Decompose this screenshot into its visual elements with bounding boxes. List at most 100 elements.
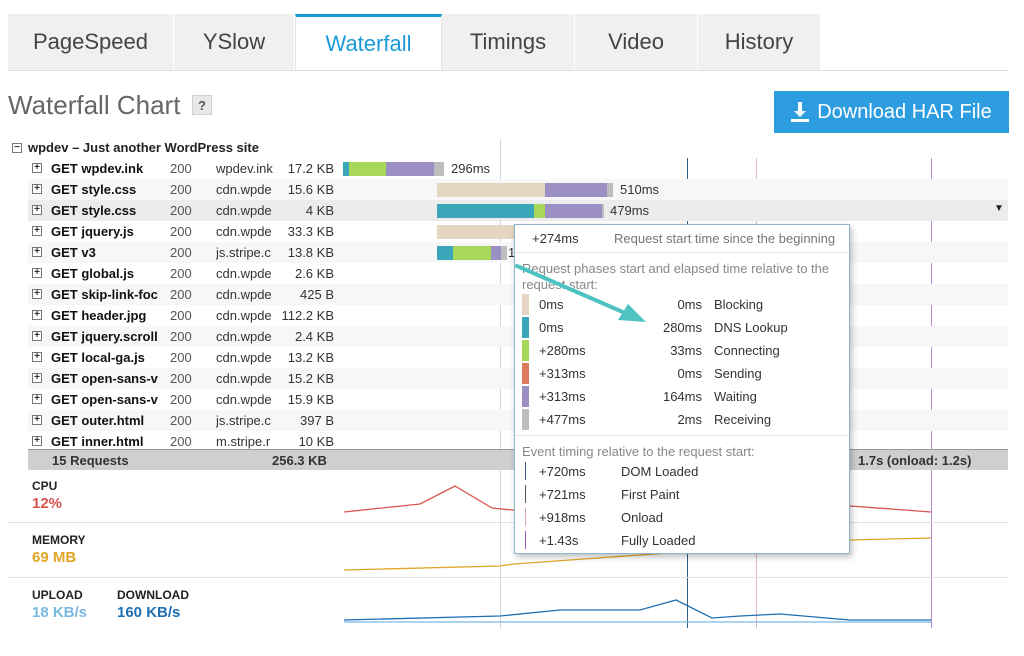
timing-bar[interactable] xyxy=(437,246,507,260)
upload-value: 18 KB/s xyxy=(32,604,88,621)
upload-label: UPLOAD xyxy=(32,588,83,602)
download-label: DOWNLOAD xyxy=(117,588,189,602)
request-domain: cdn.wpde xyxy=(216,266,272,281)
fully-loaded-marker xyxy=(931,158,932,628)
download-har-button[interactable]: Download HAR File xyxy=(774,91,1009,133)
request-domain: js.stripe.c xyxy=(216,413,271,428)
request-status: 200 xyxy=(170,224,192,239)
help-button[interactable]: ? xyxy=(192,95,212,115)
expand-icon[interactable]: + xyxy=(32,415,42,425)
request-size: 33.3 KB xyxy=(287,224,334,239)
phase-start: +477ms xyxy=(539,412,586,427)
download-value: 160 KB/s xyxy=(117,604,181,621)
expand-icon[interactable]: + xyxy=(32,352,42,362)
request-size: 2.4 KB xyxy=(294,329,334,344)
tab-timings[interactable]: Timings xyxy=(442,14,575,70)
table-row[interactable]: + GET header.jpg 200 cdn.wpde 112.2 KB xyxy=(28,305,1008,326)
request-duration: 296ms xyxy=(451,161,491,176)
phase-name: Connecting xyxy=(714,343,780,358)
event-row-first-paint: +721ms First Paint xyxy=(522,483,842,505)
expand-icon[interactable]: + xyxy=(32,289,42,299)
request-method-url: GET local-ga.js xyxy=(51,350,145,365)
timing-bar[interactable] xyxy=(343,162,444,176)
phase-start: +280ms xyxy=(539,343,586,358)
phase-row-connecting: +280ms 33ms Connecting xyxy=(522,340,842,361)
timing-bar[interactable] xyxy=(437,225,515,239)
phase-color-swatch xyxy=(522,386,529,407)
timing-bar[interactable] xyxy=(437,204,604,218)
memory-label: MEMORY xyxy=(32,533,86,547)
request-status: 200 xyxy=(170,329,192,344)
request-status: 200 xyxy=(170,245,192,260)
download-graph-line xyxy=(343,599,931,621)
expand-icon[interactable]: + xyxy=(32,205,42,215)
metrics-graphs xyxy=(343,485,932,623)
event-row-onload: +918ms Onload xyxy=(522,506,842,528)
table-row[interactable]: + GET style.css 200 cdn.wpde 4 KB 479ms … xyxy=(28,200,1008,221)
timing-bar[interactable] xyxy=(437,183,613,197)
event-marker xyxy=(525,485,526,503)
event-name: First Paint xyxy=(621,487,680,502)
request-size: 13.8 KB xyxy=(287,245,334,260)
expand-icon[interactable]: + xyxy=(32,394,42,404)
request-size: 15.6 KB xyxy=(287,182,334,197)
request-size: 4 KB xyxy=(305,203,334,218)
request-size: 10 KB xyxy=(298,434,334,449)
expand-icon[interactable]: + xyxy=(32,163,42,173)
request-domain: cdn.wpde xyxy=(216,308,272,323)
request-method-url: GET outer.html xyxy=(51,413,145,428)
tab-pagespeed[interactable]: PageSpeed xyxy=(8,14,174,70)
expand-icon[interactable]: + xyxy=(32,184,42,194)
tab-yslow[interactable]: YSlow xyxy=(174,14,295,70)
request-size: 15.9 KB xyxy=(287,392,334,407)
request-method-url: GET open-sans-v xyxy=(51,392,158,407)
request-method-url: GET open-sans-v xyxy=(51,371,158,386)
request-status: 200 xyxy=(170,371,192,386)
tab-history[interactable]: History xyxy=(698,14,821,70)
phase-row-blocking: 0ms 0ms Blocking xyxy=(522,294,842,315)
tab-video[interactable]: Video xyxy=(575,14,698,70)
request-status: 200 xyxy=(170,203,192,218)
table-row[interactable]: + GET global.js 200 cdn.wpde 2.6 KB xyxy=(28,263,1008,284)
table-row[interactable]: + GET local-ga.js 200 cdn.wpde 13.2 KB xyxy=(28,347,1008,368)
event-time: +721ms xyxy=(539,487,586,502)
request-status: 200 xyxy=(170,182,192,197)
tooltip-events-heading: Event timing relative to the request sta… xyxy=(522,444,755,459)
event-name: Fully Loaded xyxy=(621,533,696,548)
divider xyxy=(8,522,1008,523)
phase-color-swatch xyxy=(522,409,529,430)
phase-start: +313ms xyxy=(539,389,586,404)
table-row[interactable]: + GET style.css 200 cdn.wpde 15.6 KB 510… xyxy=(28,179,1008,200)
phase-start: +313ms xyxy=(539,366,586,381)
expand-icon[interactable]: + xyxy=(32,310,42,320)
event-name: Onload xyxy=(621,510,663,525)
expand-icon[interactable]: + xyxy=(32,331,42,341)
cpu-value: 12% xyxy=(32,495,63,512)
request-size: 425 B xyxy=(300,287,334,302)
table-row[interactable]: + GET open-sans-v 200 cdn.wpde 15.9 KB xyxy=(28,389,1008,410)
phase-elapsed: 164ms xyxy=(662,389,702,404)
phase-name: Receiving xyxy=(714,412,772,427)
expand-icon[interactable]: + xyxy=(32,226,42,236)
event-row-fully-loaded: +1.43s Fully Loaded xyxy=(522,529,842,551)
request-size: 2.6 KB xyxy=(294,266,334,281)
table-row[interactable]: + GET jquery.js 200 cdn.wpde 33.3 KB xyxy=(28,221,1008,242)
event-name: DOM Loaded xyxy=(621,464,699,479)
phase-color-swatch xyxy=(522,294,529,315)
row-menu-caret-icon[interactable]: ▼ xyxy=(994,203,1004,214)
table-row[interactable]: + GET inner.html 200 m.stripe.r 10 KB xyxy=(28,431,1008,452)
event-marker xyxy=(525,462,526,480)
table-row[interactable]: + GET wpdev.ink 200 wpdev.ink 17.2 KB 29… xyxy=(28,158,1008,179)
request-status: 200 xyxy=(170,392,192,407)
phase-elapsed: 33ms xyxy=(670,343,702,358)
divider xyxy=(8,577,1008,578)
collapse-icon[interactable]: − xyxy=(12,142,22,153)
tab-waterfall[interactable]: Waterfall xyxy=(295,14,442,70)
site-group-header[interactable]: − wpdev – Just another WordPress site xyxy=(12,139,259,156)
event-time: +1.43s xyxy=(539,533,579,548)
expand-icon[interactable]: + xyxy=(32,373,42,383)
request-domain: js.stripe.c xyxy=(216,245,271,260)
expand-icon[interactable]: + xyxy=(32,268,42,278)
expand-icon[interactable]: + xyxy=(32,247,42,257)
expand-icon[interactable]: + xyxy=(32,436,42,446)
